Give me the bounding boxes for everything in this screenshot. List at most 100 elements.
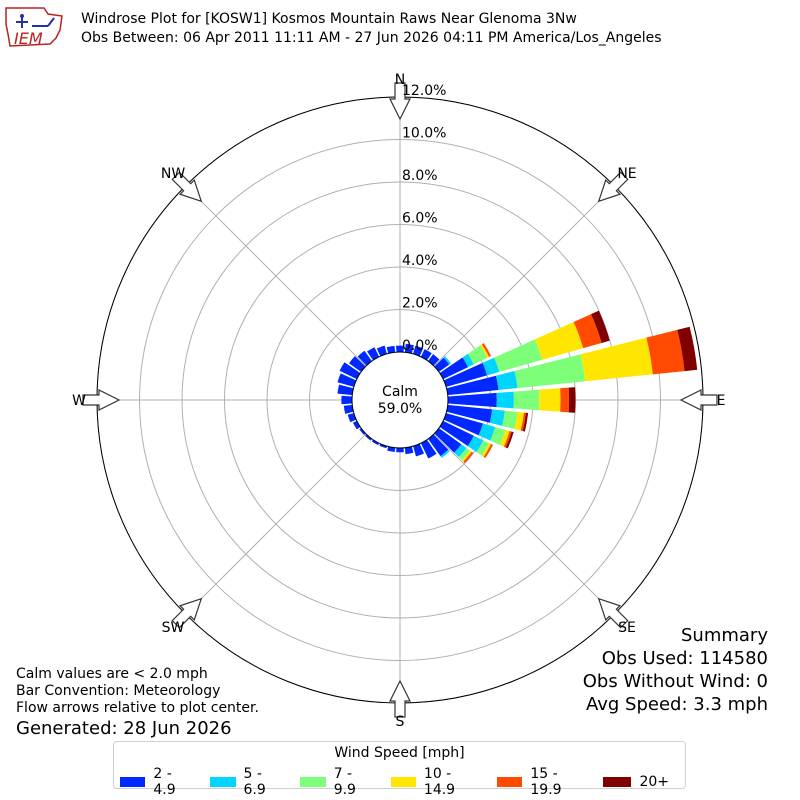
windrose-bar [462,353,474,368]
windrose-bar [386,345,396,354]
windrose-bar [480,344,490,358]
windrose-bar [568,387,576,413]
windrose-bar [440,449,450,458]
direction-label-w: W [72,393,86,409]
title-line-1: Windrose Plot for [KOSW1] Kosmos Mountai… [81,11,577,27]
summary-title: Summary [681,625,768,646]
radial-tick-label: 12.0% [402,83,446,99]
windrose-bar [443,356,451,365]
windrose-bar [439,357,469,380]
legend: Wind Speed [mph] 2 - 4.9 5 - 6.9 7 - 9.9 10… [113,741,686,798]
windrose-bar [458,447,470,461]
grid-spoke [185,433,367,615]
title-line-2: Obs Between: 06 Apr 2011 11:11 AM - 27 J… [81,30,662,46]
flow-arrow-icon [389,679,411,718]
grid-spoke [433,433,615,615]
summary-obs-used: Obs Used: 114580 [601,648,768,669]
windrose-bar [481,343,492,357]
windrose-bar [443,413,483,436]
windrose-bar [339,362,361,380]
direction-label-nw: NW [161,166,185,182]
summary-box: Summary Obs Used: 114580 Obs Without Win… [583,624,768,716]
windrose-bar [349,356,366,372]
calm-value: 59.0% [378,401,422,417]
flow-arrow-icon [389,82,411,121]
legend-swatch [300,777,326,787]
windrose-bar [434,428,462,453]
flow-arrow-icon [679,389,718,411]
legend-swatch [210,777,236,787]
generated-date: Generated: 28 Jun 2026 [16,718,232,739]
windrose-bar [367,347,380,361]
windrose-bar [359,428,366,435]
windrose-bar [365,434,372,441]
legend-title: Wind Speed [mph] [334,745,465,761]
windrose-bar [376,345,387,357]
windrose-bar [343,404,354,414]
windrose-bar [420,439,437,459]
windrose-bar [513,389,540,411]
flow-arrows [82,82,718,718]
legend-items: 2 - 4.9 5 - 6.9 7 - 9.9 10 - 14.9 15 - 19.9 2… [120,766,685,798]
legend-swatch [603,777,632,787]
windrose-bar [379,443,387,449]
windrose-bar [467,435,484,453]
direction-label-sw: SW [162,620,185,636]
windrose-bar [461,450,472,462]
windrose-bar [534,321,584,360]
windrose-bar [396,447,404,453]
legend-label: 20+ [639,774,669,790]
direction-label-se: SE [618,620,636,636]
note-calm: Calm values are < 2.0 mph [16,666,208,682]
windrose-bar [514,411,524,431]
flow-arrow-icon [171,597,203,629]
windrose-bar [371,439,380,446]
direction-label-e: E [717,393,726,409]
windrose-bar [478,423,496,441]
windrose-bar [496,391,514,409]
grid-spoke [433,185,615,367]
windrose-bar [467,345,488,365]
flow-arrow-icon [171,171,203,203]
windrose-bar [463,451,474,464]
logo-text: IEM [14,29,43,48]
radial-tick-label: 4.0% [402,253,438,269]
flow-arrow-icon [597,597,629,629]
windrose-labels: 0.0% 2.0% 4.0% 6.0% 8.0% 10.0% 12.0%N NE E SE S SW W… [72,72,725,730]
windrose-bar [413,443,425,457]
windrose-bar [446,375,499,396]
legend-item: 15 - 19.9 [496,766,587,798]
windrose-bar [337,384,354,396]
windrose-bar [454,444,467,458]
windrose-bar [677,326,698,372]
iem-logo: IEM [4,4,66,50]
windrose-bar [591,310,610,343]
calm-label: Calm [382,384,418,400]
windrose-bar [494,339,543,372]
calm-circle [351,351,449,449]
windrose-bar [443,362,488,387]
windrose-bar [481,443,492,457]
chart-title: Windrose Plot for [KOSW1] Kosmos Mountai… [81,10,662,48]
windrose-bar [489,409,505,426]
windrose-bar [573,314,602,349]
windrose-bar [520,412,526,432]
windrose-bar [352,420,361,430]
windrose-bar [514,354,586,389]
windrose-bar [502,410,518,429]
legend-item: 7 - 9.9 [300,766,374,798]
windrose-bar [447,392,497,408]
windrose-bars [337,310,698,464]
legend-swatch [496,777,523,787]
grid-spoke [185,185,367,367]
windrose-bar [539,388,561,412]
summary-avg-speed: Avg Speed: 3.3 mph [586,694,768,715]
windrose-bar [503,431,512,448]
windrose-bar [522,412,529,432]
windrose-bar [482,357,500,376]
notes: Calm values are < 2.0 mph Bar Convention… [16,666,259,717]
windrose-bar [404,343,414,354]
windrose-bar [357,350,372,366]
legend-item: 2 - 4.9 [120,766,194,798]
note-convention: Bar Convention: Meteorology [16,683,221,699]
